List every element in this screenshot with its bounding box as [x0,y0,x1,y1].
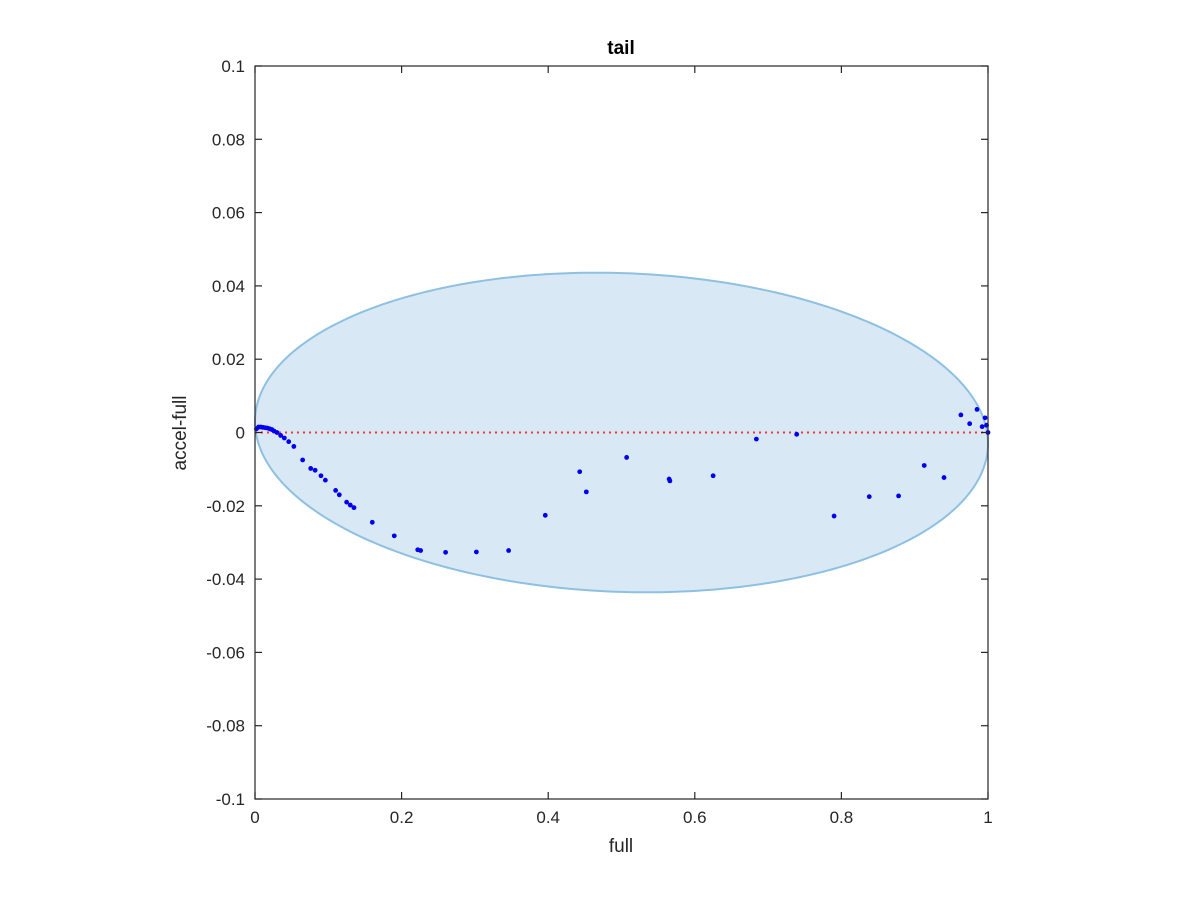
data-points [254,407,991,555]
data-point [286,439,292,445]
data-point [322,477,328,483]
data-point [347,502,353,508]
data-point [318,473,324,479]
data-point [753,436,759,442]
x-tick-label: 0.2 [390,808,414,827]
data-point [333,488,339,493]
y-tick-label: 0 [236,424,245,443]
y-tick-label: 0.06 [212,204,245,223]
y-tick-label: -0.08 [206,717,245,736]
data-point [418,548,424,553]
y-tick-label: 0.1 [221,57,245,76]
data-point [281,435,287,441]
y-axis-ticks: -0.1 -0.08 -0.06 -0.04 -0.02 0 0.02 0.04 0.06 0.0… [206,57,988,809]
data-point [710,473,716,479]
y-tick-label: 0.08 [212,130,245,149]
y-tick-label: -0.1 [216,790,245,809]
data-point [300,457,306,463]
data-point [967,421,973,427]
data-point [979,424,985,430]
y-tick-label: -0.06 [206,643,245,662]
data-point [312,467,318,473]
data-point [391,533,397,539]
data-point [369,519,375,525]
x-tick-label: 0 [250,808,259,827]
data-point [506,548,512,553]
data-point [344,499,350,505]
data-point [896,493,901,499]
data-point [974,407,980,412]
data-point [831,513,837,519]
data-point [624,455,630,460]
data-point [443,549,448,555]
y-axis-label: accel-full [170,396,191,471]
data-point [982,415,988,421]
data-point [941,475,947,480]
data-point [336,492,342,498]
x-tick-label: 0.8 [830,808,854,827]
data-point [351,505,357,511]
data-point [794,431,800,437]
chart-title: tail [607,38,634,59]
data-point [274,430,280,435]
y-tick-label: 0.02 [212,350,245,369]
data-point [577,469,583,475]
x-tick-label: 0.6 [683,808,707,827]
y-tick-label: -0.02 [206,497,245,516]
data-point [958,412,964,418]
x-axis-ticks: 0 0.2 0.4 0.6 0.8 1 [250,66,993,827]
data-point [473,549,479,555]
data-point [542,512,548,518]
y-tick-label: -0.04 [206,570,245,589]
x-tick-label: 1 [983,808,992,827]
x-tick-label: 0.4 [536,808,560,827]
data-point [291,444,297,449]
data-point [278,433,284,438]
x-axis-label: full [609,836,633,857]
data-point [921,463,927,468]
data-point [308,466,314,471]
data-point [583,489,589,495]
y-tick-label: 0.04 [212,277,245,296]
data-point [667,478,673,484]
data-point [866,494,872,500]
